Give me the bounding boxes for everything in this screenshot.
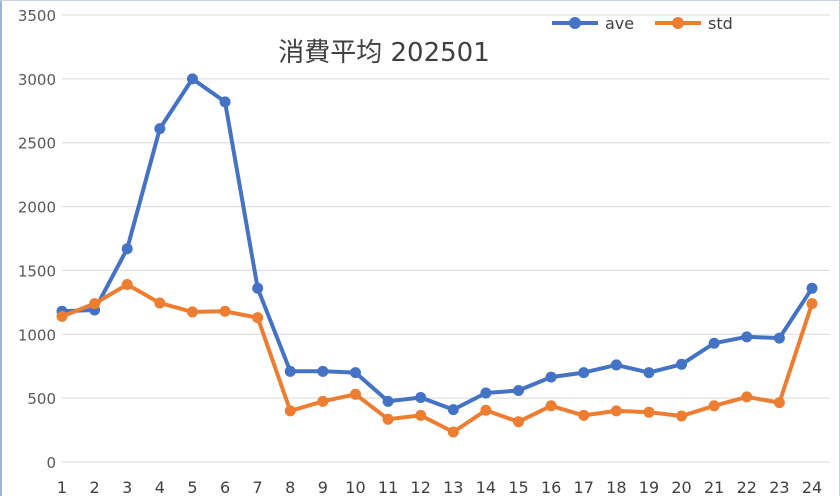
legend-item-ave: ave (552, 14, 634, 33)
data-point-std (610, 405, 622, 417)
x-tick-label: 2 (90, 478, 100, 496)
data-point-ave (480, 387, 492, 399)
series-line-ave (60, 76, 814, 412)
data-point-ave (610, 359, 622, 371)
y-tick-label: 3500 (18, 7, 56, 25)
chart-top-border (0, 0, 840, 1)
data-point-std (480, 404, 492, 416)
y-tick-label: 2500 (18, 135, 56, 153)
data-point-ave (219, 96, 231, 108)
x-tick-label: 7 (253, 478, 263, 496)
data-point-std (219, 305, 231, 317)
data-point-ave (186, 73, 198, 85)
y-tick-label: 500 (27, 390, 56, 408)
data-point-std (676, 410, 688, 422)
data-point-std (89, 298, 101, 310)
x-tick-label: 16 (541, 478, 561, 496)
y-axis-tick-labels: 0 500 1000 1500 2000 2500 3000 3500 (18, 7, 56, 472)
x-tick-label: 14 (476, 478, 496, 496)
data-point-std (578, 409, 590, 421)
data-point-ave (382, 395, 394, 407)
data-point-ave (349, 367, 361, 379)
y-tick-label: 1500 (18, 262, 56, 280)
data-point-ave (252, 282, 264, 294)
data-point-ave (806, 282, 818, 294)
legend-item-std: std (655, 14, 733, 33)
x-tick-label: 9 (318, 478, 328, 496)
y-tick-label: 0 (46, 454, 56, 472)
x-axis-tick-labels: 1 2 3 4 5 6 7 8 9 10 11 12 13 14 15 16 17 18 19 20 21 22 23 24 (57, 478, 822, 496)
data-point-std (741, 391, 753, 403)
data-point-ave (708, 337, 720, 349)
data-point-std (643, 406, 655, 418)
data-point-ave (676, 358, 688, 370)
legend-label: ave (605, 14, 634, 33)
data-point-ave (447, 404, 459, 416)
data-point-ave (284, 365, 296, 377)
x-tick-label: 22 (737, 478, 757, 496)
y-tick-label: 1000 (18, 326, 56, 344)
data-point-std (447, 426, 459, 438)
legend-marker (672, 17, 684, 29)
data-point-ave (154, 123, 166, 135)
chart-title: 消費平均 202501 (278, 38, 490, 68)
data-point-std (806, 298, 818, 310)
series-line-std (60, 282, 814, 434)
x-tick-label: 4 (155, 478, 165, 496)
x-tick-label: 15 (508, 478, 528, 496)
legend-marker (569, 17, 581, 29)
x-tick-label: 18 (606, 478, 626, 496)
data-point-std (773, 397, 785, 409)
x-tick-label: 19 (639, 478, 659, 496)
data-point-std (186, 306, 198, 318)
data-point-std (252, 312, 264, 324)
data-point-std (513, 416, 525, 428)
x-tick-label: 24 (802, 478, 822, 496)
data-point-ave (513, 384, 525, 396)
data-point-ave (578, 367, 590, 379)
x-tick-label: 8 (285, 478, 295, 496)
data-point-ave (415, 392, 427, 404)
x-tick-label: 12 (411, 478, 431, 496)
data-point-std (545, 400, 557, 412)
series-group (56, 73, 818, 438)
data-point-ave (545, 371, 557, 383)
x-tick-label: 21 (704, 478, 724, 496)
data-point-ave (741, 331, 753, 343)
gridlines (62, 14, 830, 463)
data-point-std (154, 297, 166, 309)
x-tick-label: 5 (187, 478, 197, 496)
data-point-std (56, 310, 68, 322)
chart-left-border (0, 0, 2, 496)
data-point-ave (643, 367, 655, 379)
x-tick-label: 10 (345, 478, 365, 496)
data-point-std (121, 278, 133, 290)
y-tick-label: 2000 (18, 199, 56, 217)
data-point-ave (773, 332, 785, 344)
series-ave (56, 73, 818, 416)
series-std (56, 278, 818, 438)
data-point-std (317, 395, 329, 407)
x-tick-label: 11 (378, 478, 398, 496)
x-tick-label: 1 (57, 478, 67, 496)
x-tick-label: 6 (220, 478, 230, 496)
data-point-std (708, 400, 720, 412)
legend-label: std (708, 14, 733, 33)
legend: ave std (552, 14, 733, 33)
x-tick-label: 23 (769, 478, 789, 496)
x-tick-label: 17 (574, 478, 594, 496)
data-point-std (415, 409, 427, 421)
data-point-std (284, 405, 296, 417)
x-tick-label: 20 (671, 478, 691, 496)
data-point-ave (317, 365, 329, 377)
data-point-std (382, 413, 394, 425)
x-tick-label: 13 (443, 478, 463, 496)
x-tick-label: 3 (122, 478, 132, 496)
data-point-std (349, 388, 361, 400)
data-point-ave (121, 243, 133, 255)
y-tick-label: 3000 (18, 71, 56, 89)
